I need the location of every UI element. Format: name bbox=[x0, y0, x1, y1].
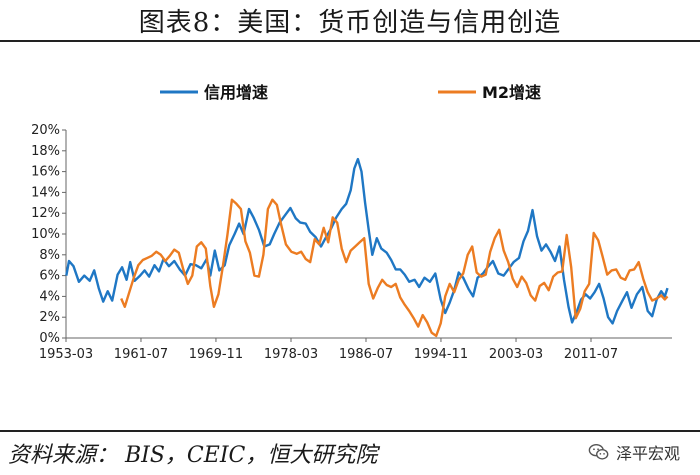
source-note: 资料来源： BIS，CEIC，恒大研究院 bbox=[8, 443, 378, 468]
x-tick-label: 1994-11 bbox=[414, 347, 468, 362]
x-tick-label: 1969-11 bbox=[189, 347, 243, 362]
y-tick-label: 4% bbox=[39, 289, 60, 304]
watermark-label: 泽平宏观 bbox=[615, 444, 680, 463]
y-tick-label: 8% bbox=[39, 248, 60, 263]
x-tick-label: 1986-07 bbox=[339, 347, 393, 362]
x-tick-label: 2003-03 bbox=[489, 347, 543, 362]
watermark: 泽平宏观 bbox=[588, 440, 680, 464]
y-tick-label: 10% bbox=[31, 227, 60, 242]
y-tick-label: 16% bbox=[31, 165, 60, 180]
wechat-icon bbox=[588, 443, 609, 460]
y-tick-label: 20% bbox=[31, 123, 60, 138]
y-tick-label: 0% bbox=[39, 331, 60, 346]
legend-label-credit: 信用增速 bbox=[204, 83, 268, 102]
legend-label-m2: M2增速 bbox=[482, 83, 541, 102]
y-tick-label: 18% bbox=[31, 144, 60, 159]
y-tick-label: 14% bbox=[31, 185, 60, 200]
x-tick-label: 1978-03 bbox=[264, 347, 318, 362]
series-line-m2 bbox=[120, 198, 669, 338]
y-tick-label: 12% bbox=[31, 206, 60, 221]
page-title: 图表8：美国：货币创造与信用创造 bbox=[138, 8, 562, 38]
y-tick-label: 6% bbox=[39, 269, 60, 284]
x-tick-label: 2011-07 bbox=[564, 347, 618, 362]
source-rule bbox=[0, 430, 700, 432]
x-tick-label: 1961-07 bbox=[114, 347, 168, 362]
series-line-credit bbox=[65, 157, 669, 325]
x-tick-label: 1953-03 bbox=[39, 347, 93, 362]
title-rule bbox=[0, 40, 700, 42]
line-chart: 0% 2% 4% 6% 8% 10% 12% 14% 16% 18% 20% 1953-03 1961-… bbox=[31, 83, 672, 362]
y-tick-label: 2% bbox=[39, 310, 60, 325]
